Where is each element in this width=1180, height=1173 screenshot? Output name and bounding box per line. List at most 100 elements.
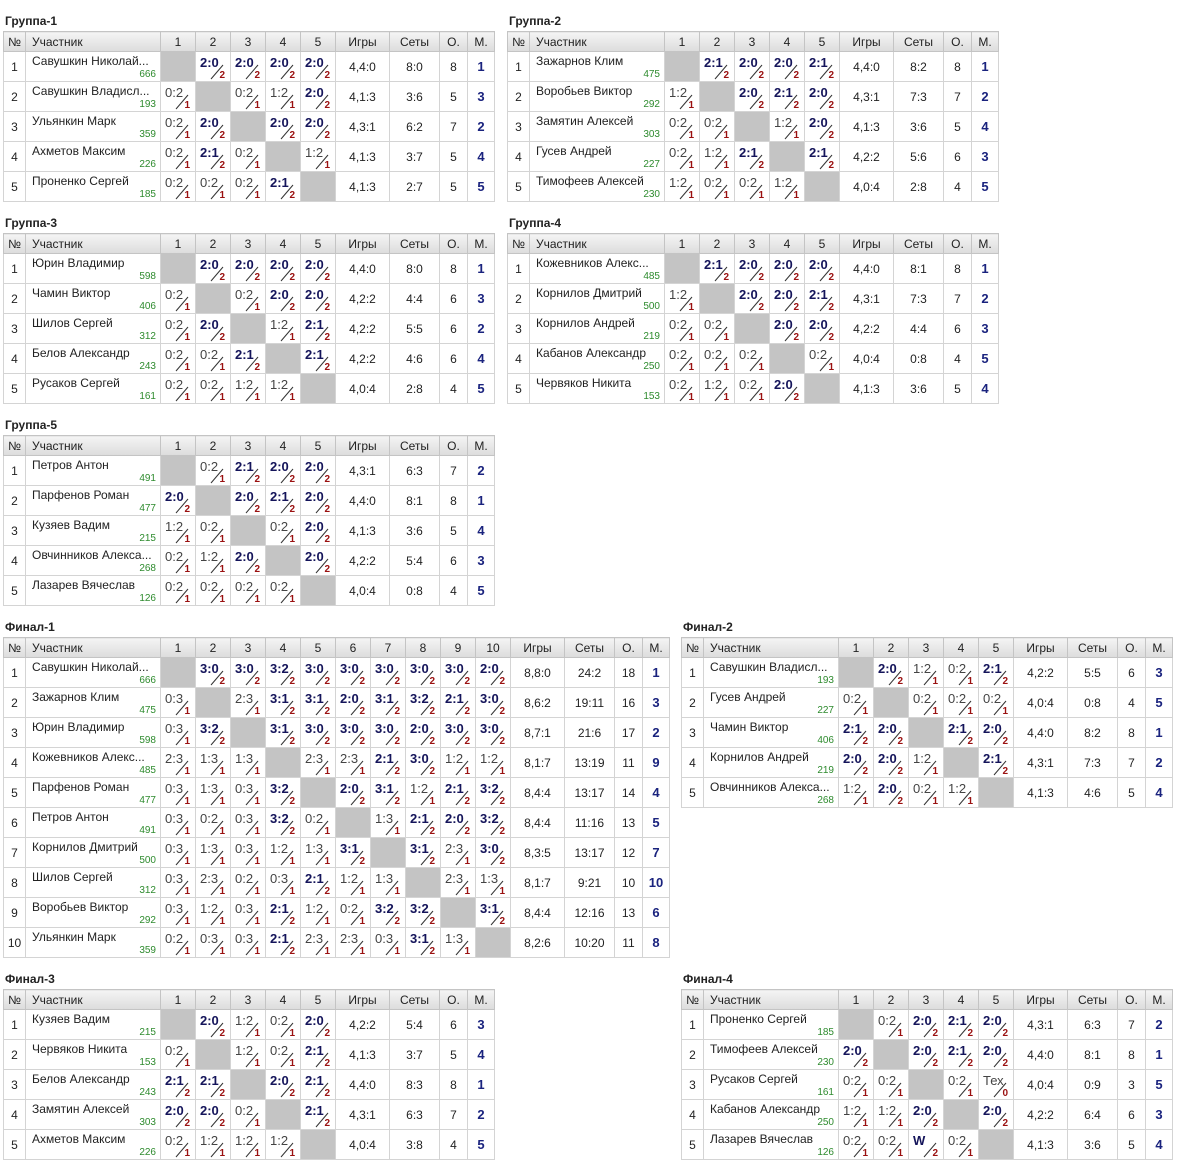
games: 4,4:0 bbox=[335, 485, 390, 516]
games: 4,3:1 bbox=[335, 1099, 390, 1130]
player-row: 5 Ахметов Максим 226 0:2 1 1:2 1 1:2 1 1:2 1 4,0:4 3… bbox=[3, 1129, 495, 1160]
match-points: 2 bbox=[499, 796, 505, 807]
match-points: 1 bbox=[723, 332, 729, 343]
match-score: 0:3 bbox=[165, 811, 184, 826]
slash bbox=[350, 880, 364, 896]
player-cell: Проненко Сергей 185 bbox=[25, 171, 161, 202]
slash bbox=[245, 356, 259, 372]
match-score: 1:2 bbox=[270, 85, 289, 100]
match-points: 2 bbox=[219, 1118, 225, 1129]
slash bbox=[210, 64, 224, 80]
games: 4,1:3 bbox=[335, 1039, 390, 1070]
group-title: Финал-1 bbox=[5, 620, 55, 634]
match-cell: 1:2 1 bbox=[300, 141, 336, 172]
match-cell: 0:2 1 bbox=[160, 575, 196, 606]
sets: 3:7 bbox=[389, 141, 440, 172]
column-header: 6 bbox=[335, 637, 371, 658]
match-points: 1 bbox=[184, 1058, 190, 1069]
player-row: 1 Савушкин Владисл... 193 2:0 2 1:2 1 0:2 1 2:1 2 4… bbox=[681, 657, 1173, 688]
player-rating: 500 bbox=[139, 855, 156, 866]
self-cell bbox=[440, 897, 476, 928]
match-cell: 0:2 1 bbox=[734, 343, 770, 374]
slash-line bbox=[280, 670, 294, 686]
match-points: 1 bbox=[184, 826, 190, 837]
slash-line bbox=[923, 1052, 937, 1068]
points: 8 bbox=[1117, 717, 1146, 748]
place: 1 bbox=[1145, 717, 1173, 748]
place: 3 bbox=[467, 81, 495, 112]
match-score: 2:0 bbox=[200, 317, 219, 332]
slash bbox=[210, 790, 224, 806]
match-cell: 2:0 2 bbox=[300, 545, 336, 576]
match-points: 1 bbox=[184, 392, 190, 403]
player-row: 5 Червяков Никита 153 0:2 1 1:2 1 0:2 1 2:0 2 4,1:3… bbox=[507, 373, 999, 404]
match-score: 2:0 bbox=[340, 691, 359, 706]
self-cell bbox=[230, 515, 266, 546]
slash bbox=[993, 1082, 1007, 1098]
column-header: 4 bbox=[943, 637, 979, 658]
player-cell: Чамин Виктор 406 bbox=[703, 717, 839, 748]
match-score: 2:0 bbox=[809, 257, 828, 272]
match-cell: 3:0 2 bbox=[475, 837, 511, 868]
slash-line bbox=[280, 1022, 294, 1038]
sets: 4:4 bbox=[389, 283, 440, 314]
slash-line bbox=[280, 700, 294, 716]
player-row: 4 Кожевников Алекс... 485 2:3 1 1:3 1 1:3 1 2:3 1 2… bbox=[3, 747, 670, 778]
match-points: 2 bbox=[1002, 1058, 1008, 1069]
match-score: 1:3 bbox=[445, 931, 464, 946]
player-rating: 226 bbox=[139, 159, 156, 170]
place: 1 bbox=[467, 485, 495, 516]
match-score: 2:1 bbox=[235, 459, 254, 474]
self-cell bbox=[943, 1099, 979, 1130]
match-score: 0:2 bbox=[165, 549, 184, 564]
player-row: 3 Белов Александр 243 2:1 2 2:1 2 2:0 2 2:1 2 4,4:0… bbox=[3, 1069, 495, 1100]
slash bbox=[784, 266, 798, 282]
match-cell: 0:2 1 bbox=[230, 141, 266, 172]
slash bbox=[853, 1052, 867, 1068]
slash-line bbox=[245, 588, 259, 604]
match-points: 2 bbox=[324, 1058, 330, 1069]
place: 3 bbox=[642, 687, 670, 718]
match-points: 2 bbox=[219, 130, 225, 141]
match-cell: 2:0 2 bbox=[734, 283, 770, 314]
match-score: 2:1 bbox=[305, 347, 324, 362]
slash-line bbox=[210, 468, 224, 484]
match-points: 2 bbox=[1002, 1028, 1008, 1039]
header-row: № Участник 1 2 3 4 5 Игры Сеты О. М. bbox=[3, 31, 495, 52]
match-cell: 3:0 2 bbox=[405, 747, 441, 778]
slash bbox=[819, 154, 833, 170]
slash bbox=[245, 64, 259, 80]
slash bbox=[280, 910, 294, 926]
slash-line bbox=[315, 326, 329, 342]
match-cell: 2:0 2 bbox=[195, 1009, 231, 1040]
column-header: О. bbox=[439, 435, 468, 456]
match-points: 2 bbox=[897, 766, 903, 777]
games: 8,4:4 bbox=[510, 777, 565, 808]
column-header: Участник bbox=[703, 637, 839, 658]
match-points: 2 bbox=[862, 766, 868, 777]
sets: 3:6 bbox=[1067, 1129, 1118, 1160]
slash bbox=[175, 558, 189, 574]
slash bbox=[888, 790, 902, 806]
player-name: Червяков Никита bbox=[32, 1042, 128, 1056]
player-rating: 598 bbox=[139, 735, 156, 746]
column-header: 5 bbox=[804, 31, 840, 52]
match-points: 1 bbox=[184, 362, 190, 373]
player-cell: Овчинников Алекса... 268 bbox=[25, 545, 161, 576]
player-cell: Лазарев Вячеслав 126 bbox=[703, 1129, 839, 1160]
self-cell bbox=[873, 1039, 909, 1070]
slash bbox=[245, 850, 259, 866]
match-points: 1 bbox=[688, 160, 694, 171]
player-rating: 230 bbox=[817, 1057, 834, 1068]
slash bbox=[490, 910, 504, 926]
slash-line bbox=[245, 558, 259, 574]
slash-line bbox=[210, 528, 224, 544]
column-header: 3 bbox=[230, 435, 266, 456]
slash-line bbox=[455, 880, 469, 896]
match-score: 3:2 bbox=[270, 781, 289, 796]
slash-line bbox=[784, 64, 798, 80]
match-cell: 1:3 1 bbox=[475, 867, 511, 898]
standings-table: № Участник 1 2 3 4 5 6 7 8 9 10 Игры Сеты О. М. 1 Савушки… bbox=[3, 637, 670, 958]
match-cell: 0:2 1 bbox=[195, 807, 231, 838]
